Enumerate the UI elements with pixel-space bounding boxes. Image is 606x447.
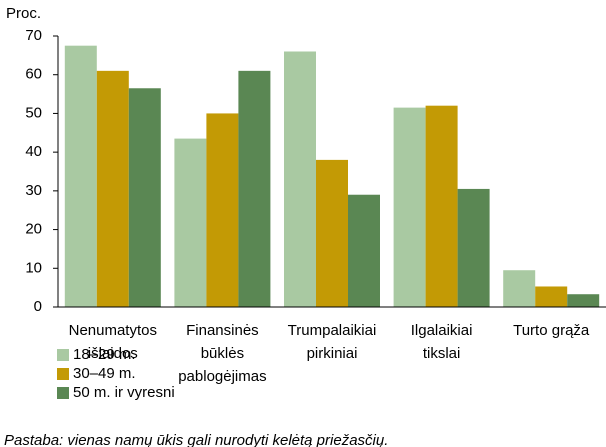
y-axis-label: Proc. bbox=[6, 5, 41, 22]
note: Pastaba: vienas namų ūkis gali nurodyti … bbox=[4, 432, 388, 447]
x-tick-label: tikslai bbox=[423, 345, 461, 362]
x-tick-label: Trumpalaikiai bbox=[288, 322, 377, 339]
bar bbox=[393, 107, 426, 307]
legend-swatch bbox=[57, 349, 69, 361]
y-tick-label: 0 bbox=[34, 298, 42, 315]
x-tick-label: būklės bbox=[201, 345, 244, 362]
y-tick-label: 10 bbox=[25, 259, 42, 276]
bar bbox=[535, 286, 568, 307]
bar bbox=[348, 194, 380, 307]
legend-label: 30–49 m. bbox=[73, 365, 136, 382]
x-tick-label: Nenumatytos bbox=[69, 322, 157, 339]
bar bbox=[206, 113, 239, 307]
y-tick-label: 50 bbox=[25, 104, 42, 121]
x-tick-label: pablogėjimas bbox=[178, 368, 266, 385]
bar bbox=[457, 188, 490, 307]
y-tick-label: 30 bbox=[25, 182, 42, 199]
legend-label: 50 m. ir vyresni bbox=[73, 384, 175, 401]
bar bbox=[238, 70, 271, 307]
bar bbox=[567, 294, 600, 307]
bar bbox=[128, 88, 161, 307]
legend-label: 18–29 m. bbox=[73, 346, 136, 363]
bar bbox=[425, 105, 458, 307]
x-tick-label: Turto grąža bbox=[513, 322, 590, 339]
legend-swatch bbox=[57, 387, 69, 399]
bar bbox=[64, 45, 97, 308]
y-tick-label: 40 bbox=[25, 143, 42, 160]
bar bbox=[284, 51, 316, 307]
y-tick-label: 70 bbox=[25, 27, 42, 44]
bar bbox=[96, 70, 129, 307]
x-tick-label: pirkiniai bbox=[307, 345, 358, 362]
bar bbox=[174, 138, 207, 307]
x-tick-label: Ilgalaikiai bbox=[411, 322, 473, 339]
x-tick-label: Finansinės bbox=[186, 322, 259, 339]
x-tick-label: išlaidos bbox=[88, 345, 138, 362]
legend-swatch bbox=[57, 368, 69, 380]
bar bbox=[316, 159, 348, 307]
bar bbox=[503, 270, 536, 307]
y-tick-label: 60 bbox=[25, 66, 42, 83]
y-tick-label: 20 bbox=[25, 221, 42, 238]
